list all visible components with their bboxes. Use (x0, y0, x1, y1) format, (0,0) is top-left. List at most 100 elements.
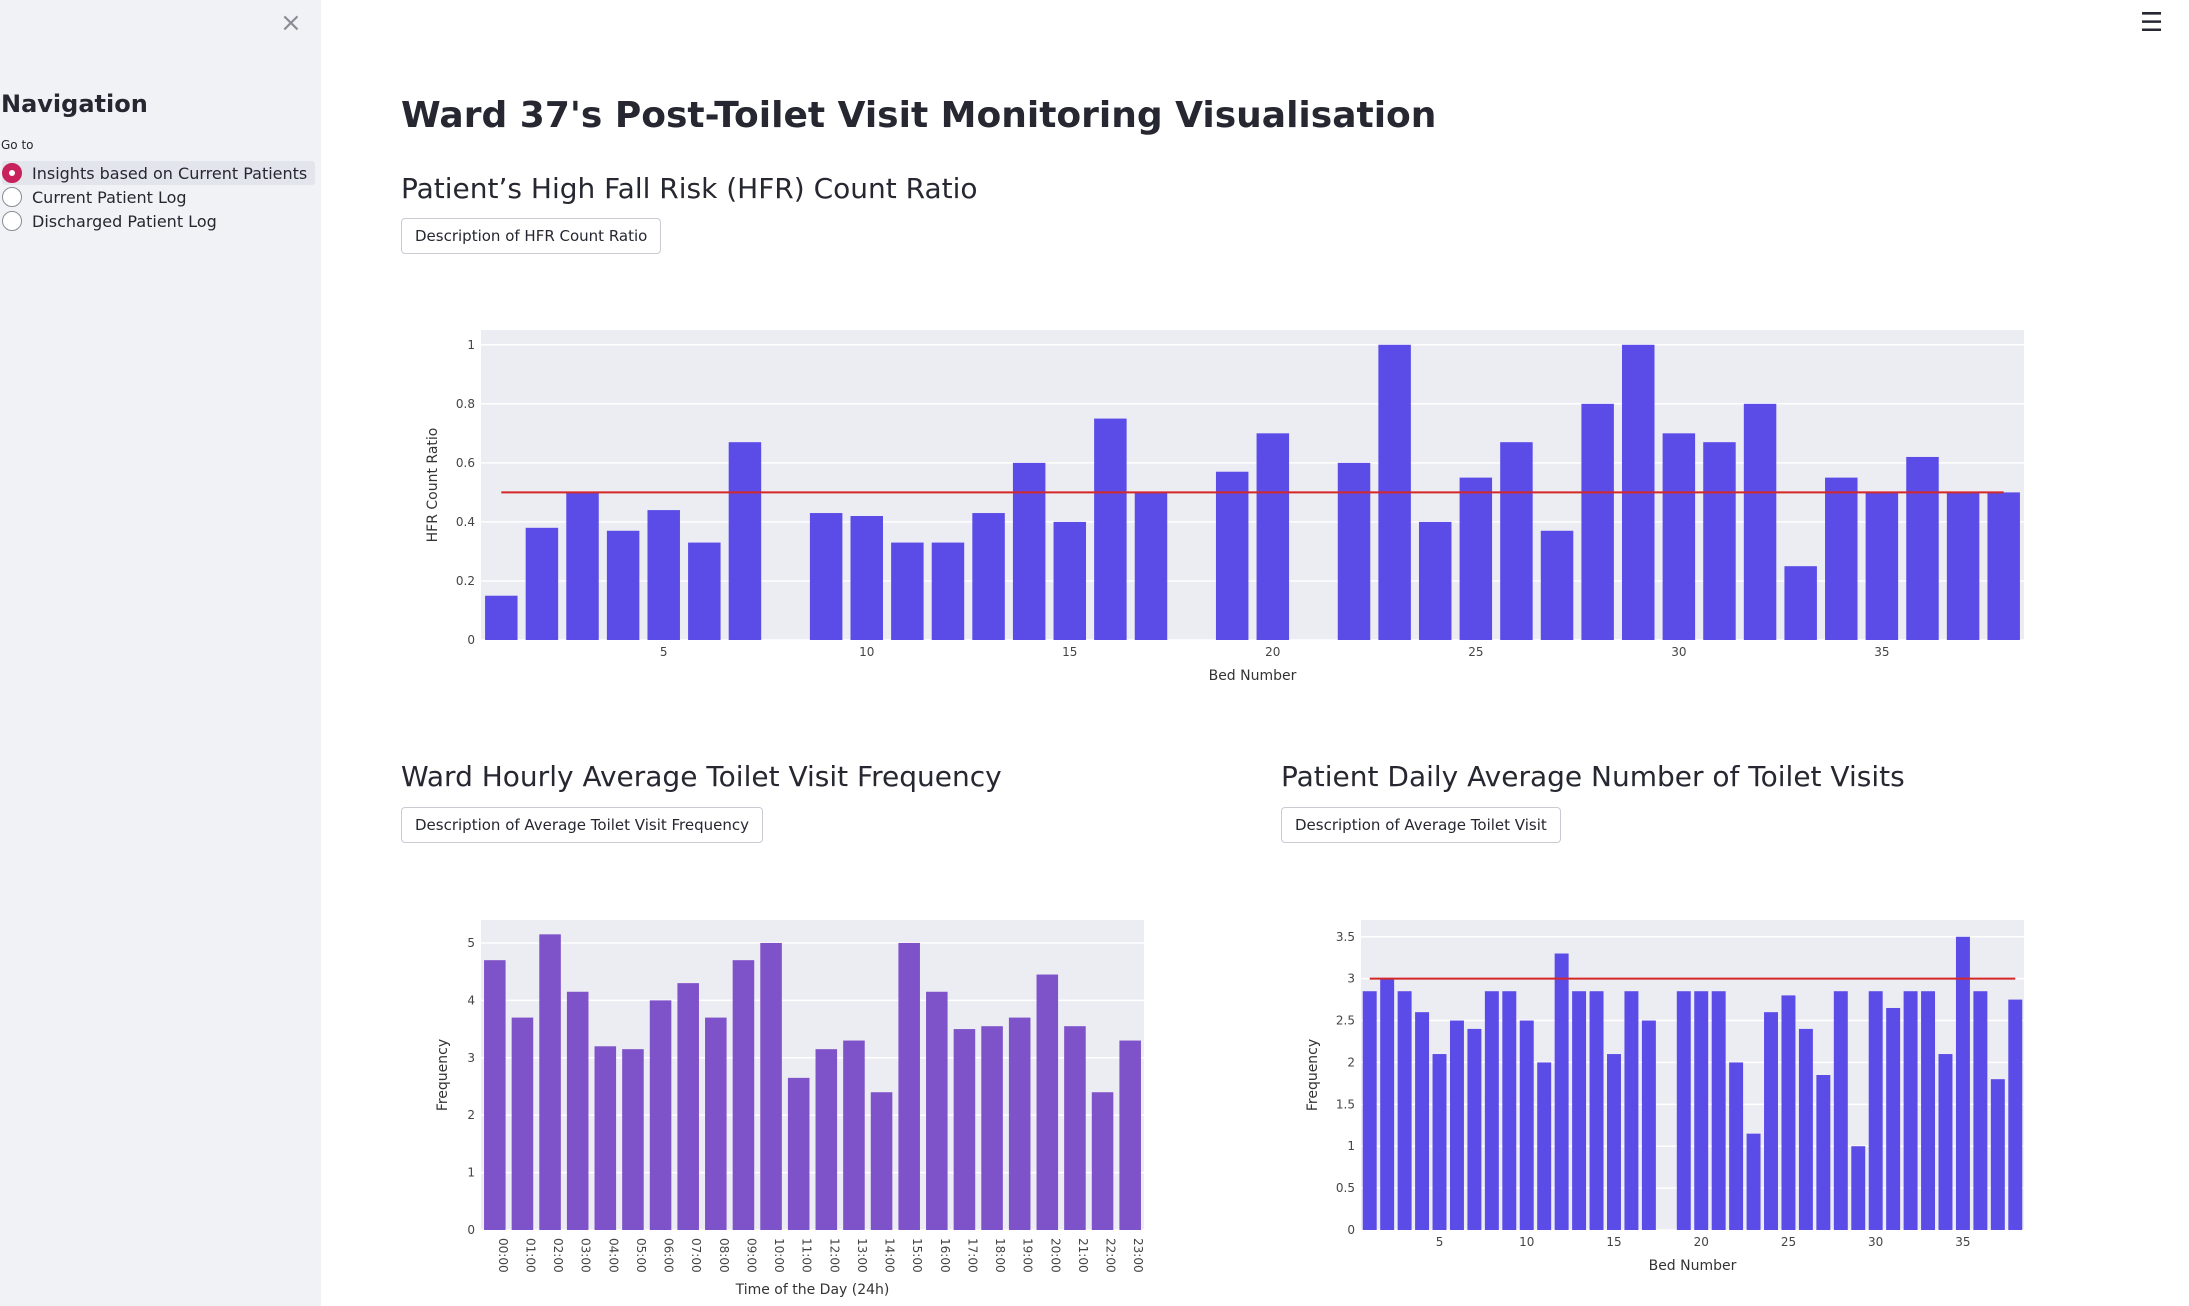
hourly-x-tick-label: 02:00 (551, 1238, 565, 1273)
hfr-bar (1743, 403, 1777, 640)
radio-icon[interactable] (2, 211, 22, 231)
radio-icon[interactable] (2, 187, 22, 207)
daily-bar (1554, 953, 1569, 1230)
hourly-bar (1064, 1026, 1086, 1230)
hourly-bar (843, 1040, 865, 1230)
daily-x-axis-label: Bed Number (1649, 1258, 1737, 1274)
hourly-y-axis-label: Frequency (435, 1039, 451, 1111)
daily-x-tick-label: 10 (1519, 1235, 1534, 1249)
hfr-bar (850, 516, 883, 640)
hfr-bar (728, 442, 762, 640)
daily-bar (1711, 991, 1726, 1230)
hfr-bar (931, 542, 965, 640)
sidebar: × Navigation Go to Insights based on Cur… (0, 0, 321, 1306)
daily-bar (1764, 1012, 1778, 1230)
hourly-bar (926, 991, 948, 1230)
daily-bar (1886, 1007, 1901, 1230)
daily-bar (1973, 991, 1988, 1230)
nav-option-discharged-patient-log[interactable]: Discharged Patient Log (2, 209, 315, 233)
goto-label: Go to (1, 138, 34, 152)
hourly-bar (1119, 1040, 1141, 1230)
hourly-x-tick-label: 08:00 (717, 1238, 731, 1273)
close-sidebar-icon[interactable]: × (280, 8, 302, 38)
daily-bar (1519, 1020, 1534, 1230)
hfr-bar (972, 513, 1005, 640)
hfr-description-button[interactable]: Description of HFR Count Ratio (401, 218, 662, 254)
daily-bar (1746, 1133, 1761, 1230)
hfr-bar (606, 530, 640, 640)
daily-x-tick-label: 15 (1606, 1235, 1621, 1249)
hourly-y-tick-label: 5 (467, 936, 475, 950)
daily-bar (1572, 991, 1587, 1230)
hourly-bar (649, 1000, 672, 1230)
hfr-y-tick-label: 0.4 (456, 515, 475, 529)
daily-x-tick-label: 20 (1694, 1235, 1709, 1249)
hourly-y-tick-label: 0 (467, 1223, 475, 1237)
daily-y-tick-label: 3.5 (1336, 930, 1355, 944)
daily-description-button[interactable]: Description of Average Toilet Visit (1281, 807, 1561, 843)
hfr-bar (1784, 566, 1817, 640)
hourly-x-tick-label: 10:00 (772, 1238, 786, 1273)
hfr-bar (1500, 442, 1533, 640)
hourly-x-tick-label: 07:00 (689, 1238, 703, 1273)
daily-y-axis-label: Frequency (1305, 1039, 1321, 1111)
hourly-y-tick-label: 4 (467, 993, 475, 1007)
hfr-y-tick-label: 0.8 (456, 397, 475, 411)
hourly-bar (898, 942, 920, 1230)
hourly-bar (953, 1029, 976, 1230)
daily-y-tick-label: 2.5 (1336, 1014, 1355, 1028)
hfr-x-axis-label: Bed Number (1209, 668, 1297, 684)
hourly-x-tick-label: 16:00 (938, 1238, 952, 1273)
hfr-bar (1865, 492, 1899, 640)
hourly-x-tick-label: 04:00 (606, 1238, 620, 1273)
daily-bar (1607, 1054, 1621, 1230)
hfr-bar (1012, 462, 1046, 640)
hourly-y-tick-label: 1 (467, 1166, 475, 1180)
hourly-x-tick-label: 13:00 (855, 1238, 869, 1273)
daily-bar (1851, 1146, 1866, 1230)
daily-y-tick-label: 2 (1347, 1055, 1355, 1069)
nav-option-label: Current Patient Log (32, 187, 187, 207)
daily-bar (1798, 1028, 1813, 1230)
hfr-section-title: Patient’s High Fall Risk (HFR) Count Rat… (401, 172, 978, 205)
daily-bar (2008, 999, 2023, 1230)
hfr-x-tick-label: 35 (1874, 645, 1889, 659)
nav-option-insights[interactable]: Insights based on Current Patients (2, 161, 316, 185)
hourly-x-tick-label: 12:00 (827, 1238, 841, 1273)
hourly-x-tick-label: 03:00 (579, 1238, 593, 1273)
hfr-y-tick-label: 0.2 (456, 574, 475, 588)
hfr-bar (1581, 403, 1614, 640)
hfr-bar (1540, 530, 1574, 640)
main-menu-icon[interactable]: ☰ (2140, 8, 2164, 38)
hourly-x-tick-label: 19:00 (1021, 1238, 1035, 1273)
hourly-description-button[interactable]: Description of Average Toilet Visit Freq… (401, 807, 764, 843)
daily-y-tick-label: 0 (1347, 1223, 1355, 1237)
hfr-y-tick-label: 0.6 (456, 456, 475, 470)
radio-selected-icon[interactable] (2, 163, 22, 183)
hourly-x-tick-label: 11:00 (800, 1238, 814, 1273)
hfr-bar (688, 542, 721, 640)
hfr-x-tick-label: 20 (1265, 645, 1280, 659)
hourly-x-tick-label: 06:00 (662, 1238, 676, 1273)
hfr-bar (1094, 418, 1127, 640)
daily-bar (1868, 991, 1883, 1230)
daily-bar (1676, 991, 1691, 1230)
hfr-bar (1053, 521, 1087, 640)
hourly-bar (705, 1017, 727, 1230)
daily-bar (1833, 991, 1848, 1230)
hfr-y-tick-label: 0 (467, 633, 475, 647)
daily-bar (1537, 1062, 1552, 1230)
nav-option-label: Discharged Patient Log (32, 211, 217, 231)
hfr-x-tick-label: 15 (1062, 645, 1077, 659)
daily-bar (1362, 991, 1377, 1230)
hourly-bar (815, 1049, 838, 1230)
sidebar-title: Navigation (1, 90, 148, 118)
hourly-x-tick-label: 22:00 (1104, 1238, 1118, 1273)
hourly-bar (677, 983, 699, 1230)
daily-x-tick-label: 5 (1436, 1235, 1444, 1249)
nav-option-current-patient-log[interactable]: Current Patient Log (2, 185, 315, 209)
hourly-frequency-chart: 0 1 2 3 4 5 00:00 01:00 02:00 03:00 04:00 05:00 06:0… (435, 920, 1145, 1298)
hfr-bar (1825, 477, 1858, 640)
daily-bar (1816, 1075, 1831, 1230)
